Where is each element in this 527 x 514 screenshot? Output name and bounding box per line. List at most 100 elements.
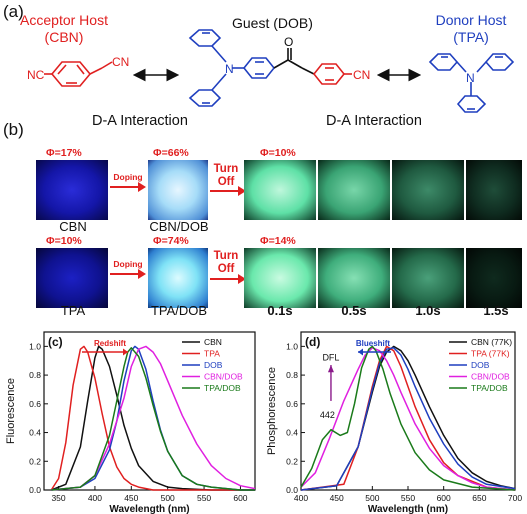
phosphorescence-chart: 400 450 500 550 600 650 700 0.0 0.2 0.4 0.6 0.8 1.0 W… <box>266 331 522 514</box>
y-tick-label: 0.8 <box>286 370 298 380</box>
legend-entry: TPA/DOB <box>204 383 241 393</box>
annotation-label: Redshift <box>94 339 126 348</box>
dob-n-atom: N <box>225 62 234 76</box>
panel-label: (c) <box>48 335 63 349</box>
panel-a-label: (a) <box>3 2 24 21</box>
molecule-structures: NC CN N O CN <box>27 29 515 113</box>
annotation-label: Blueshift <box>356 339 391 348</box>
time-label-3: 1.5s <box>483 303 509 318</box>
turnoff-arrow-2 <box>210 278 240 280</box>
legend-entry: TPA/DOB <box>471 383 508 393</box>
legend-entry: CBN/DOB <box>204 372 243 382</box>
phi-tpa-off: Φ=14% <box>260 235 296 247</box>
photo-cbn-0-5s <box>318 160 390 220</box>
photo-tpa-0-5s <box>318 248 390 308</box>
series-line-tpa-dob <box>300 345 516 491</box>
time-label-2: 1.0s <box>415 303 441 318</box>
phi-cbn: Φ=17% <box>46 147 82 159</box>
y-axis-label: Fluorescence <box>5 378 17 444</box>
y-tick-label: 0.4 <box>286 428 298 438</box>
cbn-molecule <box>44 61 113 87</box>
x-tick-label: 600 <box>233 493 247 503</box>
photo-cbn-1-0s <box>392 160 464 220</box>
x-tick-label: 550 <box>197 493 211 503</box>
series-line-dob <box>51 345 255 491</box>
legend-entry: DOB <box>204 360 223 370</box>
y-tick-label: 1.0 <box>286 341 298 351</box>
x-tick-label: 450 <box>330 493 344 503</box>
x-axis-label: Wavelength (nm) <box>368 504 448 514</box>
turnoff-2-line1: Turn <box>213 250 239 262</box>
tpa-molecule <box>428 53 515 113</box>
legend-entry: CBN/DOB <box>471 372 510 382</box>
da-interaction-right: D-A Interaction <box>326 113 422 129</box>
label-tpa-dob: TPA/DOB <box>150 303 208 318</box>
doping-arrow-1 <box>110 186 140 188</box>
y-tick-label: 0.2 <box>286 456 298 466</box>
donor-title: Donor Host (TPA) <box>418 12 524 46</box>
x-tick-label: 650 <box>472 493 486 503</box>
acceptor-title-text: Acceptor Host <box>20 12 108 28</box>
photo-tpa-dob <box>148 248 208 308</box>
turnoff-arrowhead-2 <box>238 274 246 284</box>
y-tick-label: 0.4 <box>29 428 41 438</box>
x-tick-label: 550 <box>401 493 415 503</box>
acceptor-abbr: (CBN) <box>44 29 84 45</box>
legend-entry: TPA (77K) <box>471 349 510 359</box>
dob-cn-atom: CN <box>353 68 370 82</box>
doping-arrowhead-2 <box>138 269 146 279</box>
turnoff-label-1: Turn Off <box>208 163 244 189</box>
dob-o-atom: O <box>284 35 293 49</box>
y-tick-label: 0.0 <box>286 485 298 495</box>
photo-tpa <box>36 248 108 308</box>
y-tick-label: 0.2 <box>29 456 41 466</box>
turnoff-1-line2: Off <box>217 176 235 188</box>
y-tick-label: 0.6 <box>29 399 41 409</box>
plot-frame <box>43 331 256 491</box>
legend-entry: CBN (77K) <box>471 337 512 347</box>
panel-b-label: (b) <box>3 120 24 139</box>
tpa-n-atom: N <box>466 71 475 85</box>
x-tick-label: 600 <box>437 493 451 503</box>
series-line-cbn <box>51 345 255 491</box>
y-tick-label: 0.0 <box>29 485 41 495</box>
x-tick-label: 400 <box>294 493 308 503</box>
series-line-cbn-dob <box>300 347 516 491</box>
phi-tpa-dob: Φ=74% <box>153 235 189 247</box>
annotation-arrowhead <box>358 348 363 356</box>
y-tick-label: 0.8 <box>29 370 41 380</box>
cbn-cn-atom: CN <box>112 55 129 69</box>
legend-entry: TPA <box>204 349 220 359</box>
turnoff-1-line1: Turn <box>213 163 239 175</box>
donor-title-text: Donor Host <box>435 12 507 28</box>
time-label-1: 0.5s <box>341 303 367 318</box>
label-cbn: CBN <box>59 219 87 234</box>
cbn-nc-atom: NC <box>27 68 45 82</box>
turnoff-arrow-1 <box>210 190 240 192</box>
photo-tpa-1-0s <box>392 248 464 308</box>
acceptor-title: Acceptor Host (CBN) <box>8 12 120 46</box>
photo-tpa-0-1s <box>244 248 316 308</box>
phi-tpa: Φ=10% <box>46 235 82 247</box>
dfl-arrowhead <box>327 365 334 373</box>
x-tick-label: 450 <box>124 493 138 503</box>
label-tpa: TPA <box>60 303 86 318</box>
legend-entry: DOB <box>471 360 490 370</box>
annotation-arrowhead <box>123 348 128 356</box>
photo-cbn-dob <box>148 160 208 220</box>
series-line-cbn-dob <box>51 345 256 491</box>
photo-cbn <box>36 160 108 220</box>
fluorescence-chart: 350 400 450 500 550 600 0.0 0.2 0.4 0.6 0.8 1.0 Wave… <box>5 331 256 514</box>
donor-abbr: (TPA) <box>453 29 489 45</box>
photo-cbn-0-1s <box>244 160 316 220</box>
da-interaction-left: D-A Interaction <box>92 113 188 129</box>
x-tick-label: 700 <box>508 493 522 503</box>
legend-entry: CBN <box>204 337 222 347</box>
guest-title: Guest (DOB) <box>232 15 313 31</box>
x-axis-label: Wavelength (nm) <box>109 504 189 514</box>
phi-cbn-off: Φ=10% <box>260 147 296 159</box>
y-tick-label: 0.6 <box>286 399 298 409</box>
series-line-tpa <box>50 345 255 491</box>
x-tick-label: 500 <box>161 493 175 503</box>
dob-molecule <box>188 29 276 107</box>
